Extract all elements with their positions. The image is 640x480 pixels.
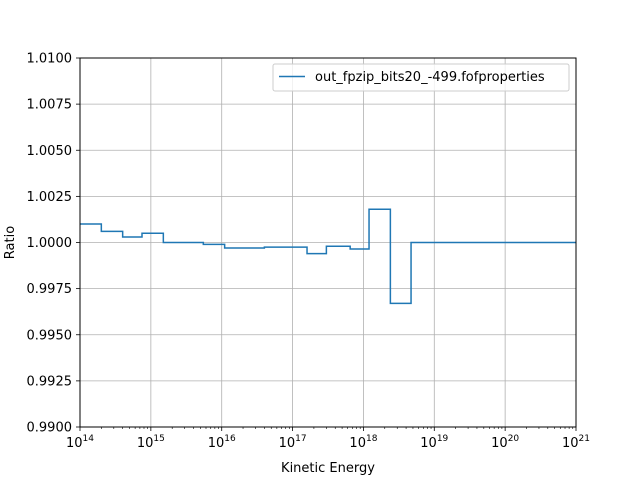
- x-tick-label: 1021: [562, 434, 590, 451]
- x-tick-label: 1015: [137, 434, 165, 451]
- series-layer: [80, 208, 576, 305]
- x-tick-label: 1014: [66, 434, 94, 451]
- y-axis-label: Ratio: [3, 226, 18, 259]
- y-tick-label: 1.0075: [27, 98, 73, 113]
- y-tick-label: 1.0000: [27, 236, 73, 251]
- y-tick-label: 0.9950: [27, 328, 73, 343]
- y-tick-label: 0.9925: [27, 374, 73, 389]
- legend-box: [272, 63, 570, 92]
- legend-label: out_fpzip_bits20_-499.fofproperties: [315, 70, 545, 85]
- x-axis-label: Kinetic Energy: [281, 461, 375, 476]
- series-line: [80, 208, 576, 305]
- legend: out_fpzip_bits20_-499.fofproperties: [272, 63, 570, 92]
- x-tick-label: 1018: [349, 434, 377, 451]
- y-tick-label: 0.9975: [27, 282, 73, 297]
- x-tick-label: 1020: [491, 434, 519, 451]
- y-axis-ticks: 0.9900 0.9925 0.9950 0.9975 1.0000 1.0025 1.00…: [27, 52, 80, 436]
- y-tick-label: 1.0050: [27, 144, 73, 159]
- y-tick-label: 1.0100: [27, 52, 73, 67]
- y-tick-label: 0.9900: [27, 421, 73, 436]
- x-tick-label: 1019: [420, 434, 448, 451]
- x-axis-ticks: 1014 1015 1016 1017 1018 1019 1020 1021: [66, 427, 590, 451]
- x-tick-label: 1016: [208, 434, 236, 451]
- y-tick-label: 1.0025: [27, 190, 73, 205]
- x-tick-label: 1017: [279, 434, 307, 451]
